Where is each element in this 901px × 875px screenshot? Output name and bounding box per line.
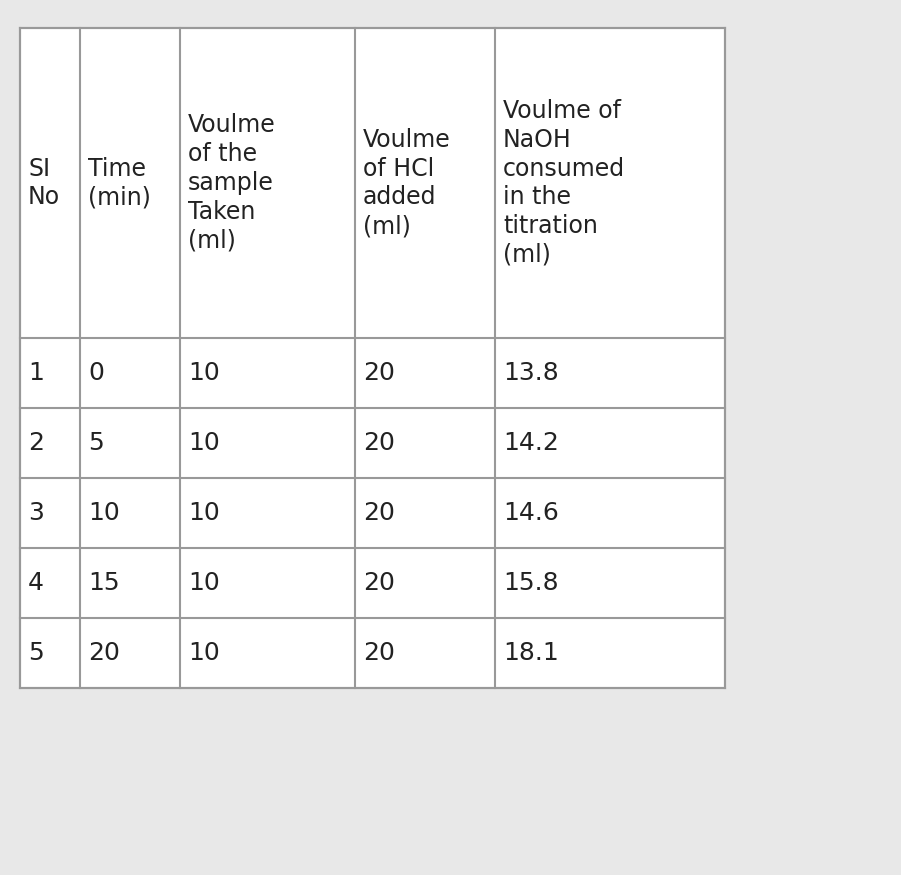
Text: 10: 10 bbox=[188, 641, 220, 665]
Text: 14.2: 14.2 bbox=[503, 431, 559, 455]
Text: Time
(min): Time (min) bbox=[88, 157, 150, 209]
Text: 18.1: 18.1 bbox=[503, 641, 559, 665]
Text: 20: 20 bbox=[88, 641, 120, 665]
Text: 15: 15 bbox=[88, 571, 120, 595]
Text: 5: 5 bbox=[88, 431, 104, 455]
Text: 10: 10 bbox=[188, 431, 220, 455]
Text: 20: 20 bbox=[363, 431, 395, 455]
Text: Voulme of
NaOH
consumed
in the
titration
(ml): Voulme of NaOH consumed in the titration… bbox=[503, 99, 625, 267]
Text: 5: 5 bbox=[28, 641, 44, 665]
Text: 3: 3 bbox=[28, 501, 44, 525]
Text: 20: 20 bbox=[363, 571, 395, 595]
Text: 13.8: 13.8 bbox=[503, 361, 559, 385]
Text: 15.8: 15.8 bbox=[503, 571, 559, 595]
Text: 20: 20 bbox=[363, 361, 395, 385]
Text: 20: 20 bbox=[363, 501, 395, 525]
Text: SI
No: SI No bbox=[28, 157, 60, 209]
Text: 2: 2 bbox=[28, 431, 44, 455]
Text: 1: 1 bbox=[28, 361, 44, 385]
Text: 4: 4 bbox=[28, 571, 44, 595]
Text: Voulme
of the
sample
Taken
(ml): Voulme of the sample Taken (ml) bbox=[188, 114, 276, 253]
Text: 0: 0 bbox=[88, 361, 104, 385]
Text: 14.6: 14.6 bbox=[503, 501, 559, 525]
Text: 10: 10 bbox=[188, 361, 220, 385]
Text: 10: 10 bbox=[188, 501, 220, 525]
Text: Voulme
of HCl
added
(ml): Voulme of HCl added (ml) bbox=[363, 128, 450, 238]
Text: 10: 10 bbox=[88, 501, 120, 525]
Text: 10: 10 bbox=[188, 571, 220, 595]
Text: 20: 20 bbox=[363, 641, 395, 665]
Bar bbox=[20, 28, 725, 688]
